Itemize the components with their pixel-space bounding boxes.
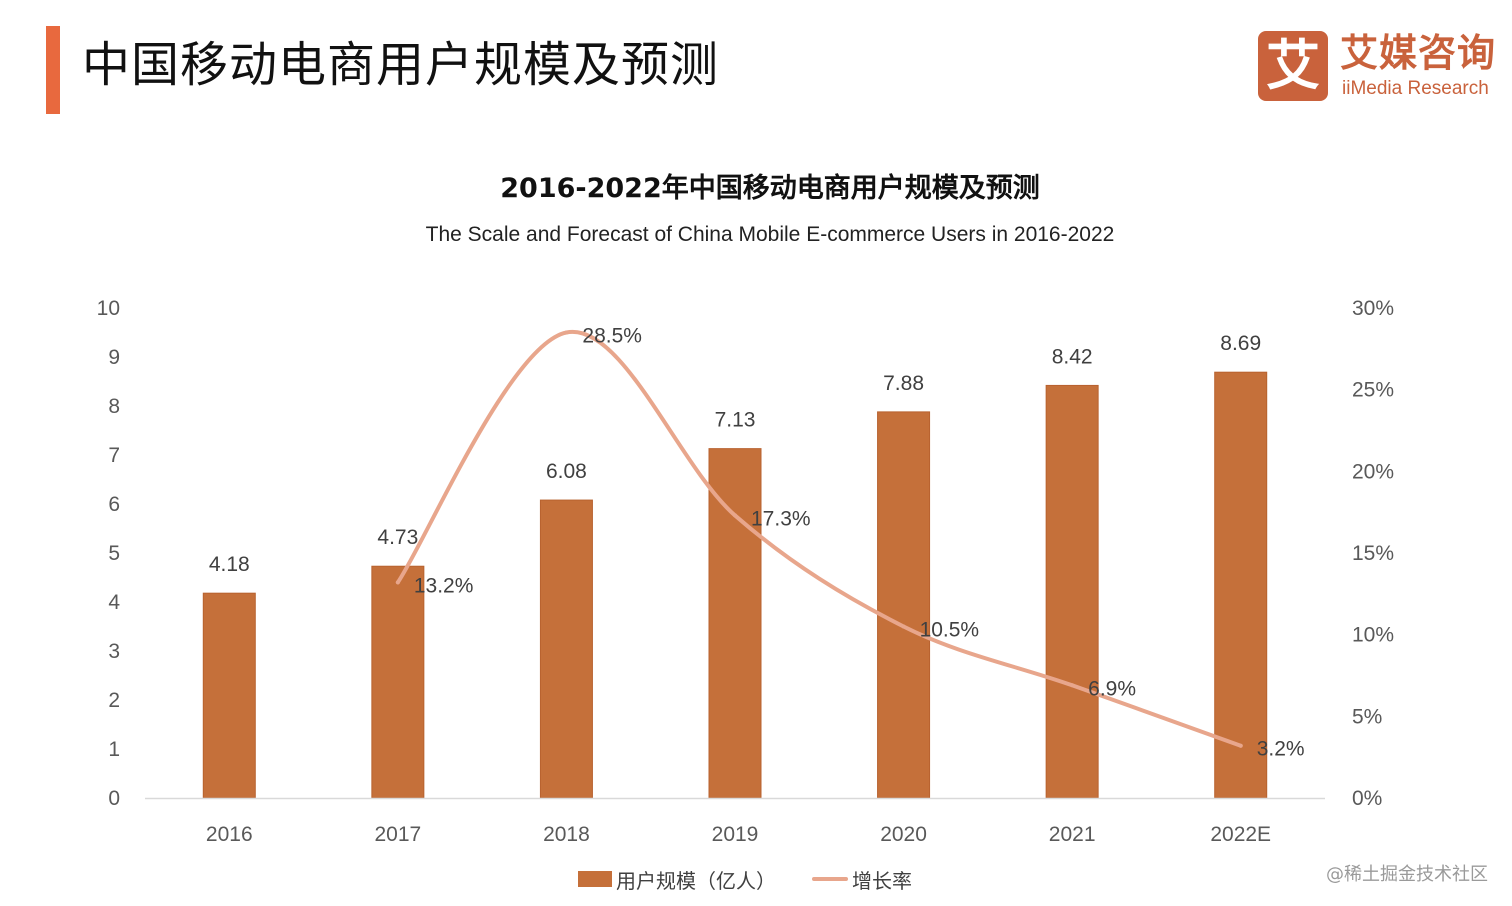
bar	[1214, 371, 1268, 799]
y-left-tick-label: 10	[97, 297, 120, 320]
growth-rate-label: 13.2%	[414, 574, 474, 597]
bar-value-label: 7.13	[715, 409, 756, 432]
growth-rate-point	[901, 624, 906, 629]
y-right-tick-label: 10%	[1352, 624, 1394, 647]
y-right-tick-label: 15%	[1352, 542, 1394, 565]
growth-rate-label: 3.2%	[1257, 738, 1305, 761]
y-left-tick-label: 9	[108, 346, 120, 369]
bar-value-label: 7.88	[883, 372, 924, 395]
y-left-tick-label: 0	[108, 787, 120, 810]
y-right-tick-label: 0%	[1352, 787, 1382, 810]
y-right-tick-label: 20%	[1352, 460, 1394, 483]
x-tick-label: 2017	[374, 823, 421, 846]
growth-rate-point	[564, 330, 569, 335]
y-left-tick-label: 4	[108, 591, 120, 614]
logo-badge-icon: 艾	[1258, 31, 1328, 101]
growth-rate-label: 10.5%	[920, 619, 980, 642]
chart-subtitle: The Scale and Forecast of China Mobile E…	[425, 223, 1115, 246]
legend-bar-swatch	[578, 871, 612, 887]
y-left-tick-label: 1	[108, 738, 120, 761]
y-left-tick-label: 8	[108, 395, 120, 418]
growth-rate-line	[395, 330, 1243, 748]
x-tick-label: 2016	[206, 823, 253, 846]
growth-rate-label: 17.3%	[751, 507, 811, 530]
legend-label-users: 用户规模（亿人）	[616, 868, 776, 893]
logo-chinese-text: 艾媒咨询	[1340, 31, 1497, 75]
y-left-tick-label: 2	[108, 689, 120, 712]
y-right-tick-label: 5%	[1352, 705, 1382, 728]
logo-english-text: iiMedia Research	[1342, 78, 1489, 99]
growth-rate-point	[733, 513, 737, 518]
bar	[1045, 384, 1099, 799]
bar	[371, 565, 425, 799]
page-title: 中国移动电商用户规模及预测	[82, 37, 720, 93]
growth-rate-point	[395, 580, 400, 585]
y-left-tick-label: 6	[108, 493, 120, 516]
growth-rate-label: 28.5%	[582, 325, 642, 348]
bar	[539, 499, 593, 799]
bar	[202, 592, 256, 799]
legend-line-swatch	[812, 877, 848, 881]
watermark: @稀土掘金技术社区	[1326, 864, 1488, 885]
y-left-tick-label: 3	[108, 640, 120, 663]
bar-value-label: 4.73	[377, 526, 418, 549]
bar-value-label: 8.69	[1220, 332, 1261, 355]
y-right-tick-label: 30%	[1352, 297, 1394, 320]
growth-rate-label: 6.9%	[1088, 677, 1136, 700]
title-accent-bar	[46, 26, 60, 114]
x-tick-label: 2022E	[1210, 823, 1271, 846]
legend-item-growth: 增长率	[812, 865, 912, 894]
chart-title: 2016-2022年中国移动电商用户规模及预测	[500, 173, 1040, 204]
y-left-tick-label: 5	[108, 542, 120, 565]
x-tick-label: 2021	[1049, 823, 1096, 846]
legend-item-users: 用户规模（亿人）	[578, 865, 776, 894]
growth-rate-point	[1238, 743, 1243, 748]
x-tick-label: 2019	[712, 823, 759, 846]
bar	[708, 448, 762, 799]
y-left-tick-label: 7	[108, 444, 120, 467]
iimedia-logo: 艾 艾媒咨询 iiMedia Research	[1258, 31, 1508, 103]
bar	[877, 411, 931, 799]
bar-value-label: 4.18	[209, 553, 250, 576]
bar-value-label: 8.42	[1052, 345, 1093, 368]
y-right-tick-label: 25%	[1352, 379, 1394, 402]
x-tick-label: 2018	[543, 823, 590, 846]
chart-legend: 用户规模（亿人） 增长率	[578, 864, 948, 894]
growth-rate-point	[1070, 683, 1075, 688]
bar-value-label: 6.08	[546, 460, 587, 483]
legend-label-growth: 增长率	[852, 868, 912, 893]
x-tick-label: 2020	[880, 823, 927, 846]
